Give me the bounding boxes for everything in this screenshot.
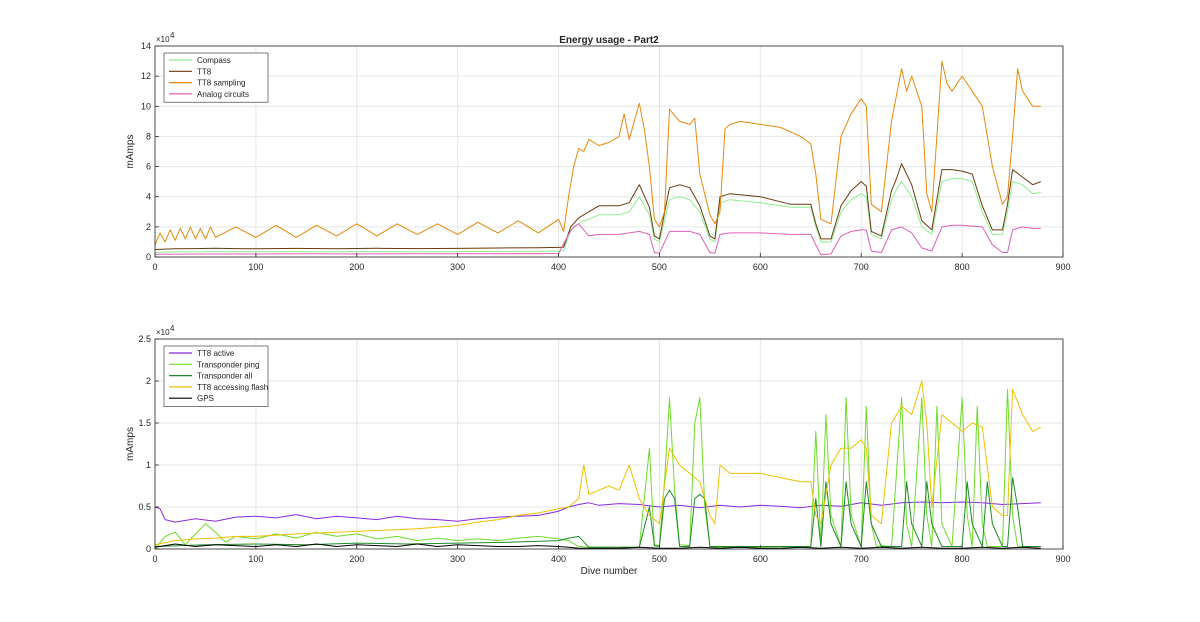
series-line-compass [154,178,1041,253]
chart-1: 0 100 200 300 400 500 600 700 800 900 0 2 4 6 8 10 12 14 ×… [125,31,1071,272]
legend-label: TT8 sampling [197,79,245,88]
axis-multiplier: ×10 [156,35,170,44]
y-tick-label: 2 [146,376,151,386]
y-tick-label: 1 [146,460,151,470]
series-line-analog-circuits [154,223,1041,256]
x-tick-label: 900 [1055,554,1070,564]
y-axis-label: mAmps [125,427,136,461]
legend-box [163,345,269,407]
y-tick-label: 2.5 [138,334,151,344]
series-line-gps [154,543,1041,549]
legend: Compass TT8 TT8 sampling Analog circuits [163,52,269,103]
legend-label: TT8 [197,67,212,76]
y-axis-label: mAmps [125,135,136,169]
y-tick-label: 1.5 [138,418,151,428]
axis-multiplier-exponent: 4 [170,31,175,40]
y-tick-label: 0.5 [138,502,151,512]
series-line-transponder-all [154,477,1041,548]
x-tick-label: 800 [955,554,970,564]
x-tick-label: 900 [1055,262,1070,272]
x-tick-label: 500 [652,554,667,564]
legend-label: TT8 accessing flash [197,383,268,392]
x-tick-label: 700 [854,262,869,272]
plot-area [155,46,1063,257]
legend-label: Compass [197,56,231,65]
x-axis-label: Dive number [581,566,638,577]
legend-label: Transponder all [197,372,253,381]
plot-area [155,339,1063,549]
x-tick-label: 600 [753,554,768,564]
x-tick-label: 200 [349,554,364,564]
x-tick-label: 800 [955,262,970,272]
axis-multiplier-exponent: 4 [170,324,175,333]
x-tick-label: 400 [551,554,566,564]
y-tick-label: 2 [146,222,151,232]
axes-box [154,45,1064,258]
x-tick-label: 500 [652,262,667,272]
x-tick-label: 400 [551,262,566,272]
series-line-tt8-accessing-flash [154,380,1042,546]
x-tick-label: 0 [152,262,157,272]
x-tick-label: 200 [349,262,364,272]
series-line-tt8-sampling [154,60,1041,246]
legend-label: Transponder ping [197,360,259,369]
y-tick-label: 12 [141,71,151,81]
chart-title: Energy usage - Part2 [559,35,659,46]
y-tick-label: 0 [146,544,151,554]
y-tick-label: 10 [141,101,151,111]
x-tick-label: 300 [450,262,465,272]
axis-multiplier: ×10 [156,328,170,337]
legend-label: TT8 active [197,349,235,358]
x-tick-label: 100 [248,262,263,272]
y-tick-label: 4 [146,192,151,202]
y-tick-label: 0 [146,252,151,262]
series-line-tt8-active [154,501,1041,523]
x-tick-label: 600 [753,262,768,272]
x-tick-label: 100 [248,554,263,564]
legend-label: Analog circuits [197,90,249,99]
axes-box [154,338,1064,550]
x-tick-label: 300 [450,554,465,564]
y-tick-label: 8 [146,131,151,141]
y-tick-label: 6 [146,162,151,172]
legend: TT8 active Transponder ping Transponder al… [163,345,269,407]
x-tick-label: 700 [854,554,869,564]
legend-label: GPS [197,394,214,403]
chart-2: 0 100 200 300 400 500 600 700 800 900 0 0.5 1 1.5 2 2.5… [125,324,1071,577]
x-tick-label: 0 [152,554,157,564]
y-tick-label: 14 [141,41,151,51]
